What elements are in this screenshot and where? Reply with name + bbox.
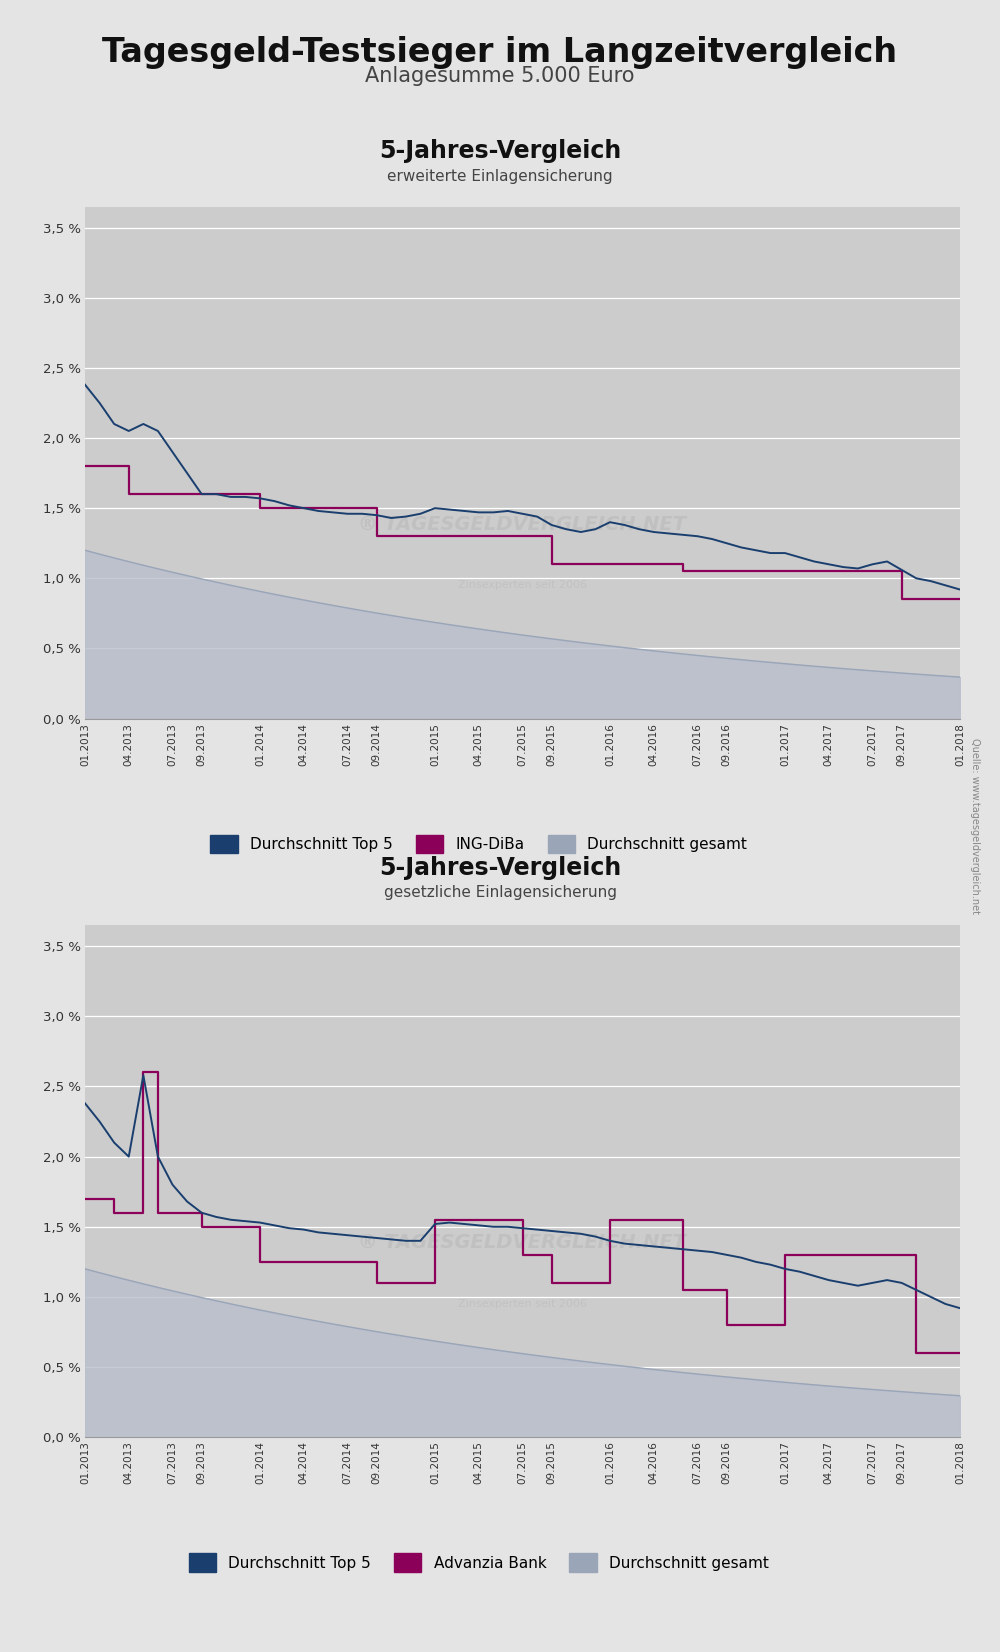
Text: ® TAGESGELDVERGLEICH.NET: ® TAGESGELDVERGLEICH.NET	[358, 1232, 686, 1252]
Text: 5-Jahres-Vergleich: 5-Jahres-Vergleich	[379, 139, 621, 164]
Text: Zinsexperten seit 2006: Zinsexperten seit 2006	[458, 1298, 587, 1308]
Text: Tagesgeld-Testsieger im Langzeitvergleich: Tagesgeld-Testsieger im Langzeitvergleic…	[102, 36, 898, 69]
Text: erweiterte Einlagensicherung: erweiterte Einlagensicherung	[387, 169, 613, 183]
Text: ® TAGESGELDVERGLEICH.NET: ® TAGESGELDVERGLEICH.NET	[358, 514, 686, 534]
Text: Quelle: www.tagesgeldvergleich.net: Quelle: www.tagesgeldvergleich.net	[970, 738, 980, 914]
Text: Zinsexperten seit 2006: Zinsexperten seit 2006	[458, 580, 587, 590]
Legend: Durchschnitt Top 5, Advanzia Bank, Durchschnitt gesamt: Durchschnitt Top 5, Advanzia Bank, Durch…	[182, 1548, 775, 1578]
Text: 5-Jahres-Vergleich: 5-Jahres-Vergleich	[379, 856, 621, 881]
Legend: Durchschnitt Top 5, ING-DiBa, Durchschnitt gesamt: Durchschnitt Top 5, ING-DiBa, Durchschni…	[204, 829, 753, 859]
Text: Anlagesumme 5.000 Euro: Anlagesumme 5.000 Euro	[365, 66, 635, 86]
Text: gesetzliche Einlagensicherung: gesetzliche Einlagensicherung	[384, 885, 616, 900]
